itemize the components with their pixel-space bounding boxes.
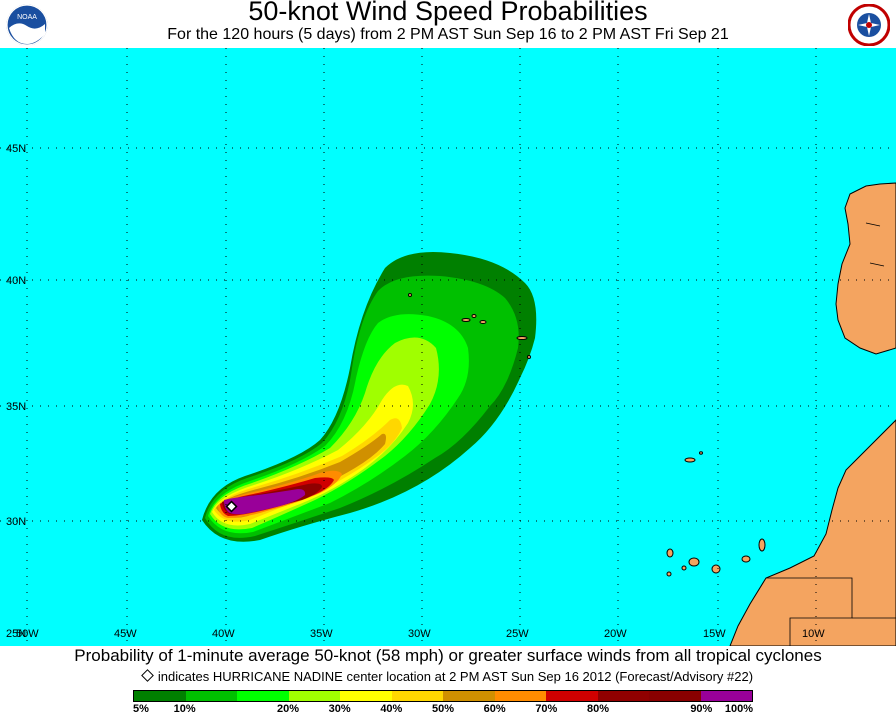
legend-swatch (443, 691, 495, 701)
islands (666, 451, 766, 577)
lon-label: 40W (212, 628, 235, 640)
lat-label: 45N (6, 143, 26, 155)
lat-label: 25N (6, 628, 26, 640)
legend-label: 80% (586, 703, 610, 715)
legend-swatch (391, 691, 443, 701)
legend-swatch (134, 691, 186, 701)
probability-map: 45N 40N 35N 30N 25N 50W 45W 40W 35W 30W … (0, 48, 896, 646)
lat-label: 40N (6, 275, 26, 287)
legend-swatch (700, 691, 752, 701)
lon-label: 15W (703, 628, 726, 640)
map-caption: Probability of 1-minute average 50-knot … (74, 646, 822, 665)
legend-label: 40% (380, 703, 403, 715)
svg-text:NOAA: NOAA (17, 14, 37, 21)
nws-logo (848, 4, 890, 46)
legend-label: 50% (431, 703, 455, 715)
lon-label: 30W (408, 628, 431, 640)
legend-swatch (546, 691, 598, 701)
swath-100 (224, 489, 306, 515)
legend-label: 60% (483, 703, 506, 715)
storm-center-note-text: indicates HURRICANE NADINE center locati… (157, 669, 754, 684)
lon-label: 10W (802, 628, 825, 640)
legend-label: 30% (328, 703, 351, 715)
lat-label: 30N (6, 516, 26, 528)
legend-label: 100% (724, 703, 754, 715)
page-title: 50-knot Wind Speed Probabilities (248, 0, 648, 26)
latitude-labels: 45N 40N 35N 30N 25N (6, 143, 26, 640)
noaa-logo: NOAA (6, 4, 48, 46)
header: NOAA 50-knot Wind Speed Probabilities Fo… (0, 0, 896, 48)
legend-swatch (494, 691, 546, 701)
legend-label: 10% (173, 703, 196, 715)
legend-swatch (288, 691, 340, 701)
lon-label: 45W (114, 628, 137, 640)
lon-label: 50W (16, 628, 39, 640)
legend-swatch (340, 691, 392, 701)
lon-label: 20W (604, 628, 627, 640)
land (729, 182, 896, 646)
diamond-icon (141, 669, 154, 682)
legend-label: 20% (276, 703, 300, 715)
legend-label: 70% (535, 703, 558, 715)
azores (408, 293, 531, 359)
legend-labels: 5% 10% 20% 30% 40% 50% 60% 70% 80% 90% 100% (0, 703, 896, 716)
map-grid (0, 48, 896, 646)
lat-label: 35N (6, 401, 26, 413)
lon-label: 35W (310, 628, 333, 640)
legend-swatch (237, 691, 289, 701)
legend-label: 5% (133, 703, 149, 715)
legend-swatch (185, 691, 237, 701)
longitude-labels: 50W 45W 40W 35W 30W 25W 20W 15W 10W (16, 628, 825, 640)
storm-center-note: indicates HURRICANE NADINE center locati… (0, 669, 896, 684)
storm-center-marker (225, 500, 238, 513)
legend-swatch (649, 691, 701, 701)
lon-label: 25W (506, 628, 529, 640)
legend-label: 90% (690, 703, 713, 715)
legend-swatch (597, 691, 649, 701)
probability-swath (202, 252, 537, 542)
probability-legend (133, 690, 753, 702)
page-subtitle: For the 120 hours (5 days) from 2 PM AST… (167, 26, 729, 43)
